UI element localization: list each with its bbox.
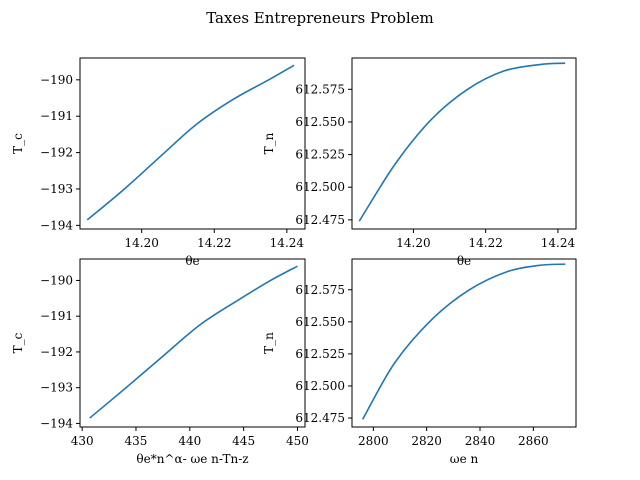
subplot-4: 2800 2820 2840 2860 612.575 612.550 612.525 612… bbox=[262, 258, 577, 466]
axes-frame-3 bbox=[79, 258, 306, 428]
axes-frame-2 bbox=[351, 57, 577, 230]
x-axis-label: θe*n^α- ωe n-Tn-z bbox=[136, 452, 248, 466]
y-tick-label: 612.575 bbox=[295, 82, 345, 96]
x-axis-label: ωe n bbox=[450, 452, 479, 466]
y-tick-label: −192 bbox=[40, 146, 73, 160]
y-tick-label: 612.525 bbox=[295, 148, 345, 162]
y-tick-label: −194 bbox=[40, 416, 73, 430]
axes-frame-1 bbox=[79, 57, 306, 230]
x-tick-label: 14.24 bbox=[270, 236, 305, 250]
y-tick-label: 612.550 bbox=[295, 315, 345, 329]
y-tick-label: 612.475 bbox=[295, 213, 345, 227]
x-axis-label: θe bbox=[457, 254, 471, 268]
y-tick-label: −192 bbox=[40, 345, 73, 359]
x-tick-label: 2820 bbox=[411, 434, 442, 448]
x-tick-label: 14.24 bbox=[541, 236, 576, 250]
y-axis-label: T_n bbox=[262, 332, 276, 354]
y-axis-label: T_c bbox=[11, 332, 25, 353]
y-tick-label: −191 bbox=[40, 309, 73, 323]
x-tick-label: 430 bbox=[71, 434, 94, 448]
x-axis-label: θe bbox=[185, 254, 199, 268]
x-tick-label: 14.20 bbox=[125, 236, 159, 250]
y-tick-label: 612.550 bbox=[295, 115, 345, 129]
y-tick-label: −190 bbox=[40, 273, 73, 287]
y-tick-label: −194 bbox=[40, 218, 73, 232]
y-axis-label: T_c bbox=[11, 133, 25, 154]
figure-title: Taxes Entrepreneurs Problem bbox=[206, 9, 434, 27]
y-tick-label: −191 bbox=[40, 109, 73, 123]
y-tick-label: −193 bbox=[40, 381, 73, 395]
x-tick-label: 2800 bbox=[358, 434, 389, 448]
x-tick-label: 14.22 bbox=[468, 236, 502, 250]
x-tick-label: 445 bbox=[232, 434, 255, 448]
y-tick-label: 612.475 bbox=[295, 411, 345, 425]
x-tick-label: 14.22 bbox=[197, 236, 231, 250]
x-tick-label: 14.20 bbox=[396, 236, 430, 250]
x-tick-label: 440 bbox=[178, 434, 201, 448]
y-tick-label: −193 bbox=[40, 182, 73, 196]
y-axis-label: T_n bbox=[262, 132, 276, 154]
x-tick-label: 450 bbox=[286, 434, 309, 448]
x-tick-label: 2860 bbox=[518, 434, 549, 448]
y-tick-label: 612.500 bbox=[295, 180, 345, 194]
y-tick-label: 612.525 bbox=[295, 347, 345, 361]
x-tick-label: 2840 bbox=[465, 434, 496, 448]
series-line-4-1 bbox=[361, 263, 566, 420]
subplot-3: 430 435 440 445 450 −190 −191 −192 −193 −194 θe*n^… bbox=[11, 258, 309, 466]
series-line-1-1 bbox=[86, 64, 295, 221]
y-tick-label: −190 bbox=[40, 73, 73, 87]
x-tick-label: 435 bbox=[125, 434, 148, 448]
y-tick-label: 612.575 bbox=[295, 283, 345, 297]
y-tick-label: 612.500 bbox=[295, 379, 345, 393]
series-line-3-1 bbox=[89, 265, 298, 419]
subplot-2: 14.20 14.22 14.24 612.575 612.550 612.525 612.… bbox=[262, 57, 577, 268]
axes-frame-4 bbox=[351, 258, 577, 428]
series-line-2-1 bbox=[358, 62, 566, 222]
subplot-1: 14.20 14.22 14.24 −190 −191 −192 −193 −194 θe T_c bbox=[11, 57, 306, 268]
